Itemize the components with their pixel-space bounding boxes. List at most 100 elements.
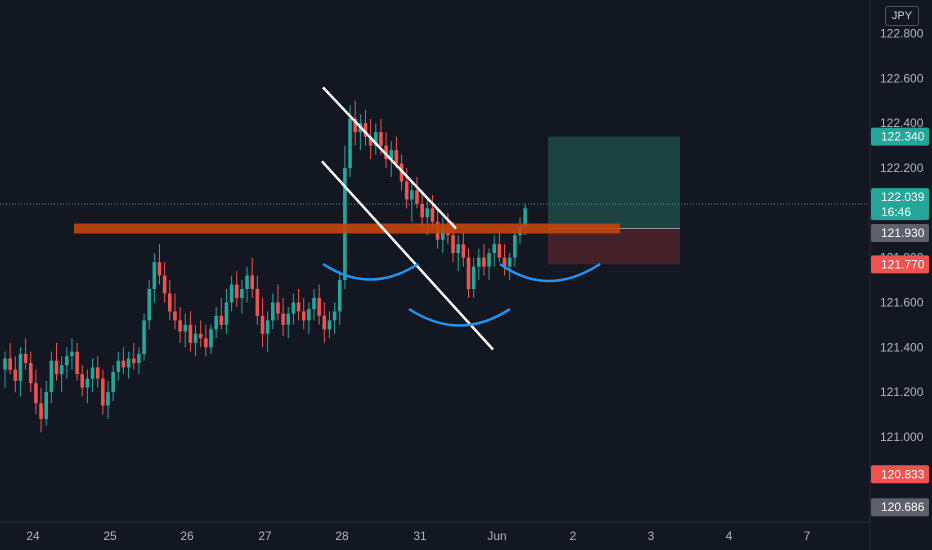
candle-body bbox=[90, 367, 95, 379]
candle-body bbox=[477, 257, 481, 267]
time-axis[interactable]: 24 25 26 27 28 31 Jun 2 3 4 7 bbox=[26, 529, 810, 543]
currency-badge[interactable]: JPY bbox=[885, 6, 919, 26]
candle-body bbox=[337, 280, 342, 312]
price-tick-label: 122.800 bbox=[880, 27, 924, 41]
candle-body bbox=[379, 132, 383, 146]
time-tick-label: 26 bbox=[180, 529, 194, 543]
candle-body bbox=[404, 181, 409, 200]
candle-body bbox=[173, 311, 177, 321]
candle-body bbox=[80, 374, 85, 388]
right-shoulder-arc bbox=[499, 262, 601, 283]
time-tick-label: 25 bbox=[103, 529, 117, 543]
candle-body bbox=[49, 360, 54, 393]
target-zone bbox=[548, 136, 680, 229]
candle-body bbox=[415, 190, 419, 204]
candle-body bbox=[260, 315, 265, 334]
stop-tag-label: 121.770 bbox=[881, 257, 925, 271]
candle-body bbox=[271, 302, 275, 321]
candlestick-series bbox=[3, 100, 527, 433]
candle-body bbox=[111, 371, 115, 393]
stop-zone bbox=[548, 228, 680, 265]
target-tag-label: 122.340 bbox=[881, 130, 925, 144]
candle-body bbox=[234, 284, 239, 298]
price-tick-label: 122.600 bbox=[880, 71, 924, 85]
candle-body bbox=[23, 353, 28, 363]
candle-body bbox=[34, 383, 38, 404]
channel-lower-line bbox=[321, 160, 494, 351]
candle-body bbox=[75, 351, 79, 375]
candle-body bbox=[8, 358, 12, 370]
candle-body bbox=[229, 284, 234, 303]
candle-body bbox=[281, 313, 285, 325]
current-countdown-label: 16:46 bbox=[881, 205, 911, 219]
candle-body bbox=[137, 353, 141, 363]
time-tick-label: 27 bbox=[258, 529, 272, 543]
support-line bbox=[74, 223, 620, 234]
time-tick-label: 31 bbox=[413, 529, 427, 543]
candle-body bbox=[507, 257, 512, 267]
candle-body bbox=[54, 360, 59, 375]
candle-body bbox=[106, 392, 110, 406]
candle-body bbox=[219, 315, 224, 325]
price-tick-label: 121.600 bbox=[880, 295, 924, 309]
price-tick-label: 121.400 bbox=[880, 340, 924, 354]
candle-body bbox=[363, 123, 368, 137]
time-tick-label: 28 bbox=[335, 529, 349, 543]
head-arc bbox=[408, 307, 511, 327]
candle-body bbox=[240, 289, 244, 298]
candle-body bbox=[368, 136, 373, 146]
candle-body bbox=[162, 275, 167, 294]
low-tag-label: 120.833 bbox=[881, 467, 925, 481]
candle-body bbox=[307, 309, 311, 321]
candle-body bbox=[198, 333, 203, 339]
candle-body bbox=[502, 257, 507, 267]
candle-body bbox=[70, 351, 74, 357]
entry-tag-label: 121.930 bbox=[881, 226, 925, 240]
low-tag bbox=[871, 465, 929, 484]
left-shoulder-arc bbox=[322, 262, 419, 281]
candle-body bbox=[224, 302, 229, 325]
candle-body bbox=[152, 262, 157, 290]
candle-body bbox=[39, 403, 43, 419]
time-tick-label: 7 bbox=[804, 529, 811, 543]
candle-body bbox=[101, 378, 105, 406]
candle-body bbox=[312, 297, 316, 310]
candle-body bbox=[353, 118, 357, 133]
target-tag bbox=[871, 127, 929, 146]
candle-body bbox=[95, 367, 100, 379]
candle-body bbox=[456, 244, 460, 254]
candle-body bbox=[265, 320, 270, 334]
candle-body bbox=[209, 329, 213, 348]
price-tick-label: 122.200 bbox=[880, 161, 924, 175]
candle-body bbox=[183, 324, 188, 332]
candle-body bbox=[3, 358, 7, 370]
candle-body bbox=[59, 365, 64, 375]
position-zones bbox=[548, 136, 680, 265]
candle-body bbox=[204, 338, 208, 348]
candle-body bbox=[348, 118, 352, 169]
candle-body bbox=[410, 190, 414, 200]
low2-tag-label: 120.686 bbox=[881, 500, 925, 514]
candle-body bbox=[492, 244, 497, 254]
candle-body bbox=[65, 356, 69, 366]
candle-body bbox=[327, 320, 332, 330]
candle-body bbox=[332, 311, 337, 321]
candle-body bbox=[471, 266, 476, 290]
time-tick-label: 2 bbox=[570, 529, 577, 543]
candle-body bbox=[497, 244, 502, 258]
candle-body bbox=[430, 208, 435, 222]
candle-body bbox=[296, 302, 301, 312]
candle-body bbox=[487, 253, 491, 267]
candle-body bbox=[451, 235, 455, 254]
candle-body bbox=[121, 360, 126, 368]
candle-body bbox=[44, 392, 48, 419]
candle-body bbox=[523, 208, 527, 227]
candle-body bbox=[301, 311, 306, 321]
time-tick-label: 24 bbox=[26, 529, 40, 543]
candle-body bbox=[28, 362, 33, 384]
candle-body bbox=[482, 257, 486, 267]
candle-body bbox=[85, 378, 90, 388]
candle-body bbox=[131, 358, 136, 363]
